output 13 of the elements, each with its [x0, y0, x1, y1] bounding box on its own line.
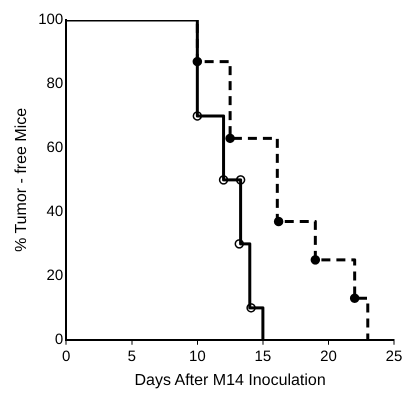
x-tick-label: 5: [128, 348, 136, 365]
x-tick-label: 15: [254, 348, 272, 365]
x-tick-label: 20: [320, 348, 337, 365]
y-tick-label: 100: [38, 11, 64, 28]
y-tick-label: 60: [46, 139, 64, 156]
y-tick-label: 20: [46, 266, 64, 284]
x-axis-title: Days After M14 Inoculation: [134, 372, 326, 389]
y-tick-label: 0: [54, 330, 64, 348]
y-tick-label: 80: [46, 75, 64, 92]
x-tick-label: 25: [386, 348, 402, 365]
y-tick-label: 40: [46, 203, 64, 220]
x-tick-label: 10: [188, 348, 206, 365]
y-axis-title: % Tumor - free Mice: [13, 108, 30, 252]
